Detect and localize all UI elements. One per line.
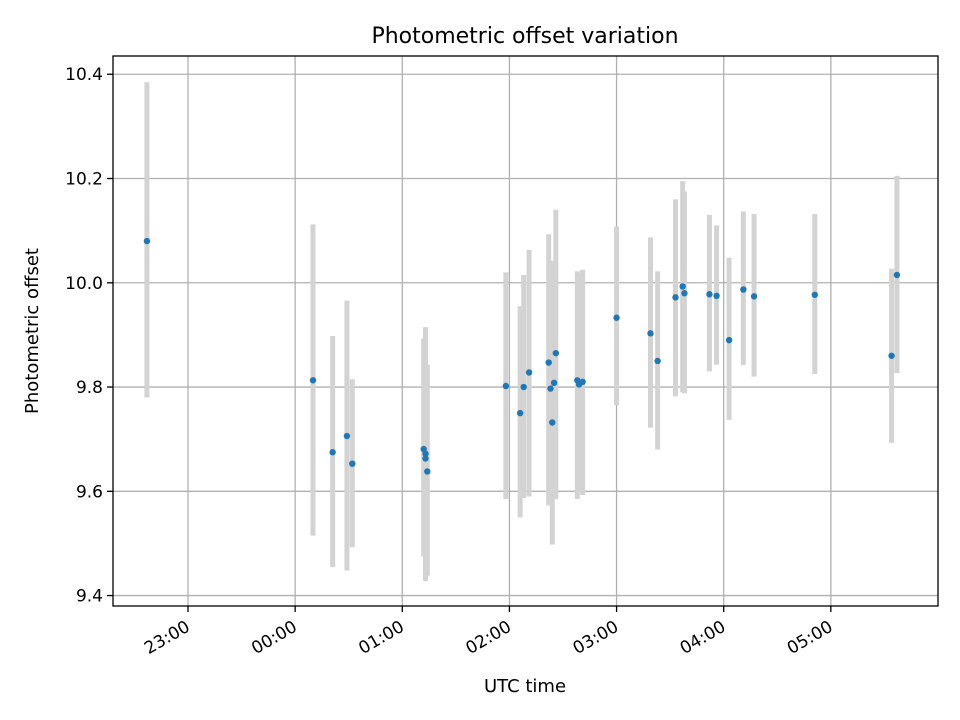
data-point: [525, 369, 533, 376]
plot-frame: [112, 55, 939, 607]
chart-title: Photometric offset variation: [371, 24, 678, 49]
data-point: [422, 450, 429, 457]
data-point: [613, 314, 620, 321]
y-axis-label: Photometric offset: [22, 248, 43, 414]
data-point: [502, 382, 510, 390]
y-tick-label: 9.4: [76, 587, 103, 607]
y-tick-label: 10.2: [65, 170, 103, 190]
data-point: [811, 291, 818, 298]
data-point: [654, 357, 661, 365]
data-point: [309, 377, 317, 384]
data-point: [547, 385, 554, 392]
y-tick-label: 10.4: [65, 65, 103, 85]
x-tick-label: 03:00: [570, 617, 622, 659]
error-bars: [144, 82, 900, 581]
x-tick-label: 04:00: [677, 617, 729, 659]
data-point: [552, 349, 560, 357]
x-tick-label: 00:00: [248, 617, 300, 659]
data-point: [681, 290, 688, 297]
y-tick-label: 9.6: [76, 482, 103, 502]
data-point: [516, 409, 524, 417]
data-point: [349, 460, 356, 467]
data-point: [672, 294, 679, 301]
x-tick-label: 23:00: [141, 617, 193, 659]
x-tick-label: 01:00: [355, 617, 407, 659]
data-point: [888, 352, 895, 359]
data-point: [750, 293, 758, 300]
data-point: [424, 468, 431, 475]
x-axis: 23:00 00:00 01:00 02:00 03:00 04:00 05:00: [141, 606, 836, 659]
data-point: [545, 359, 552, 366]
x-tick-label: 05:00: [784, 617, 836, 659]
y-tick-label: 10.0: [65, 274, 103, 294]
y-axis: 9.4 9.6 9.8 10.0 10.2 10.4: [65, 65, 113, 607]
x-tick-label: 02:00: [462, 617, 514, 659]
data-point: [725, 336, 733, 344]
data-point: [343, 432, 351, 440]
data-point: [679, 283, 686, 290]
data-point: [550, 379, 558, 387]
data-point: [143, 237, 151, 245]
data-point: [329, 449, 336, 456]
x-axis-label: UTC time: [484, 676, 566, 697]
data-points: [143, 237, 901, 475]
y-tick-label: 9.8: [76, 378, 103, 398]
data-point: [647, 330, 654, 337]
data-point: [549, 419, 556, 426]
data-point: [713, 292, 720, 300]
data-point: [579, 378, 586, 386]
data-point: [893, 271, 901, 279]
data-point: [740, 286, 747, 293]
data-point: [520, 383, 527, 391]
data-point: [706, 291, 713, 298]
data-point: [422, 455, 429, 462]
